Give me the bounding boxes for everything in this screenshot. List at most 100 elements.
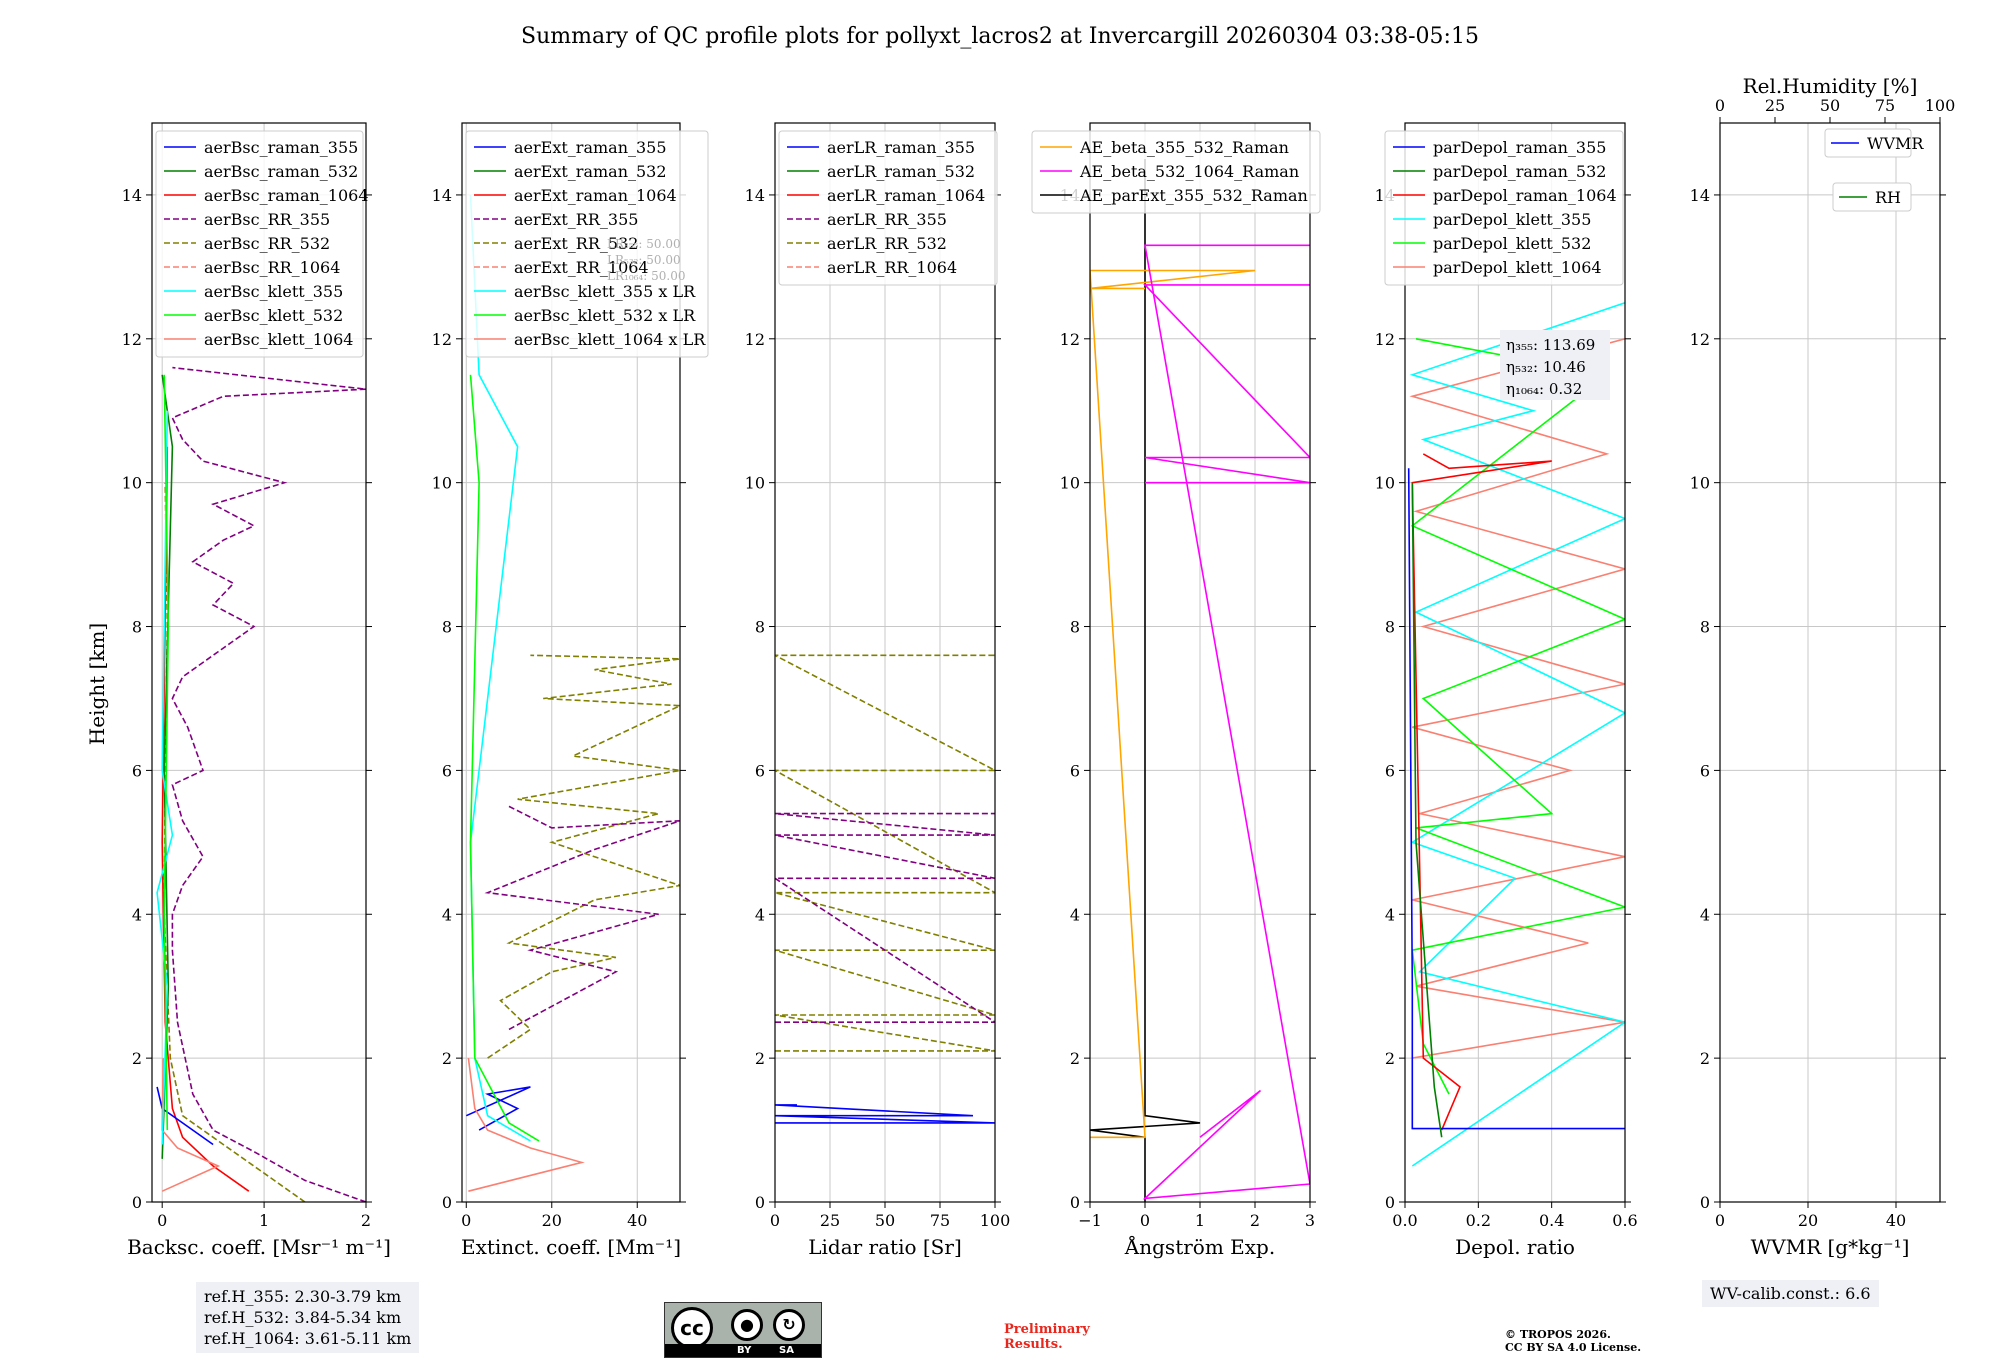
y-tick-label: 0 <box>1385 1193 1395 1212</box>
series-aerBsc_klett_532 <box>163 374 170 1131</box>
x-tick-label: 0 <box>770 1211 780 1230</box>
series-AE_beta_532_1064_Raman <box>1142 244 1310 1200</box>
x-tick-label: 0.0 <box>1392 1211 1417 1230</box>
legend-entry: aerLR_raman_532 <box>827 162 975 181</box>
ref-height-532: ref.H_532: 3.84-5.34 km <box>204 1308 402 1327</box>
x-axis-label: Depol. ratio <box>1455 1235 1575 1259</box>
top-tick-label: 0 <box>1715 96 1725 115</box>
y-tick-label: 12 <box>1690 330 1710 349</box>
legend-entry: aerExt_raman_355 <box>514 138 667 157</box>
top-tick-label: 25 <box>1765 96 1785 115</box>
panel-extinction: 0 2 4 6 8 10 12 14 0 20 40 Extinct. coeff. [Mm⁻¹] ae… <box>432 122 709 1259</box>
series-group <box>775 654 995 1124</box>
top-tick-label: 50 <box>1820 96 1840 115</box>
series-aerBsc_raman_355 <box>156 1086 214 1146</box>
series-aerLR_RR_532 <box>775 654 995 1052</box>
x-tick-label: 0 <box>1140 1211 1150 1230</box>
legend-entry: aerBsc_klett_532 x LR <box>514 306 696 325</box>
legend-entry: aerBsc_klett_355 <box>204 282 343 301</box>
y-tick-label: 10 <box>1060 474 1080 493</box>
top-tick-label: 75 <box>1875 96 1895 115</box>
series-AE_beta_355_532_Raman <box>1090 269 1256 1139</box>
x-axis-label: Lidar ratio [Sr] <box>808 1235 962 1259</box>
y-tick-label: 2 <box>1070 1049 1080 1068</box>
eta-box <box>1500 330 1610 400</box>
reference-height-box: ref.H_355: 2.30-3.79 km ref.H_532: 3.84-… <box>196 1282 420 1353</box>
y-tick-label: 2 <box>442 1049 452 1068</box>
series-group <box>465 194 680 1192</box>
legend-box <box>1384 130 1624 286</box>
legend-entry: parDepol_klett_532 <box>1433 234 1591 253</box>
legend-entry: aerBsc_klett_532 <box>204 306 343 325</box>
legend-entry: aerExt_RR_355 <box>514 210 638 229</box>
y-tick-label: 4 <box>1700 905 1710 924</box>
legend-entry: parDepol_raman_355 <box>1433 138 1606 157</box>
series-group <box>1407 302 1625 1167</box>
legend-entry: aerBsc_raman_532 <box>204 162 358 181</box>
y-tick-label: 14 <box>1690 186 1710 205</box>
legend-entry: aerExt_RR_1064 <box>514 258 649 277</box>
y-tick-label: 12 <box>745 330 765 349</box>
legend-entry: aerLR_raman_355 <box>827 138 975 157</box>
y-tick-label: 12 <box>1060 330 1080 349</box>
series-group <box>156 366 366 1202</box>
y-tick-label: 0 <box>132 1193 142 1212</box>
ref-height-355: ref.H_355: 2.30-3.79 km <box>204 1287 402 1306</box>
x-axis-label: WVMR [g*kg⁻¹] <box>1751 1235 1910 1259</box>
y-tick-label: 12 <box>432 330 452 349</box>
y-tick-label: 10 <box>745 474 765 493</box>
y-tick-label: 8 <box>442 618 452 637</box>
x-tick-label: −1 <box>1078 1211 1102 1230</box>
x-tick-label: 20 <box>542 1211 562 1230</box>
preliminary-results: Preliminary Results. <box>1004 1322 1090 1352</box>
legend-entry: WVMR <box>1867 134 1924 153</box>
y-tick-label: 8 <box>132 618 142 637</box>
y-tick-label: 14 <box>122 186 142 205</box>
y-tick-label: 0 <box>1070 1193 1080 1212</box>
panel-lidar_ratio: 0 2 4 6 8 10 12 14 0 25 50 75 100 Lidar ratio [Sr] aer… <box>745 122 1011 1259</box>
y-tick-label: 4 <box>442 905 452 924</box>
legend-entry: aerBsc_RR_355 <box>204 210 330 229</box>
series-aerBsc_klett_532 x LR <box>469 374 540 1142</box>
y-tick-label: 6 <box>1700 761 1710 780</box>
lr-annotation: LR₃₅₅: 50.00 <box>607 237 681 251</box>
figure-title: Summary of QC profile plots for pollyxt_… <box>521 24 1479 49</box>
y-tick-label: 10 <box>432 474 452 493</box>
legend-entry: AE_beta_532_1064_Raman <box>1079 162 1299 181</box>
legend-box <box>155 130 364 358</box>
x-tick-label: 3 <box>1305 1211 1315 1230</box>
y-tick-label: 6 <box>1385 761 1395 780</box>
axes-frame <box>1404 122 1626 1203</box>
legend-box <box>1824 128 1912 158</box>
by-label: BY <box>737 1345 752 1356</box>
y-tick-label: 10 <box>122 474 142 493</box>
series-parDepol_klett_532 <box>1410 338 1625 1095</box>
top-tick-label: 100 <box>1925 96 1956 115</box>
eta-annotation: η₃₅₅: 113.69 <box>1506 336 1595 354</box>
legend-entry: parDepol_raman_1064 <box>1433 186 1617 205</box>
legend-entry: parDepol_klett_355 <box>1433 210 1591 229</box>
legend-entry: parDepol_raman_532 <box>1433 162 1606 181</box>
legend-entry: aerExt_RR_532 <box>514 234 638 253</box>
y-tick-label: 4 <box>755 905 765 924</box>
y-tick-label: 12 <box>122 330 142 349</box>
series-group <box>1090 159 1310 1202</box>
prelim-line-2: Results. <box>1004 1337 1063 1352</box>
y-tick-label: 12 <box>1375 330 1395 349</box>
legend-entry: aerExt_raman_532 <box>514 162 667 181</box>
y-tick-label: 2 <box>755 1049 765 1068</box>
legend-entry: aerBsc_raman_1064 <box>204 186 369 205</box>
x-axis-label: Ångström Exp. <box>1124 1234 1275 1259</box>
x-tick-label: 100 <box>980 1211 1011 1230</box>
x-tick-label: 0.4 <box>1539 1211 1564 1230</box>
panel-wvmr: 0 2 4 6 8 10 12 14 0 20 40 WVMR [g*kg⁻¹] 0 25 50 75 100 R… <box>1690 74 1956 1259</box>
legend-entry: AE_parExt_355_532_Raman <box>1079 186 1308 205</box>
legend-entry: aerLR_RR_355 <box>827 210 947 229</box>
x-axis-label: Backsc. coeff. [Msr⁻¹ m⁻¹] <box>127 1235 391 1259</box>
series-aerBsc_RR_532 <box>163 482 306 1202</box>
copyright-line-2: CC BY SA 4.0 License. <box>1505 1341 1642 1354</box>
legend-box <box>465 130 709 358</box>
